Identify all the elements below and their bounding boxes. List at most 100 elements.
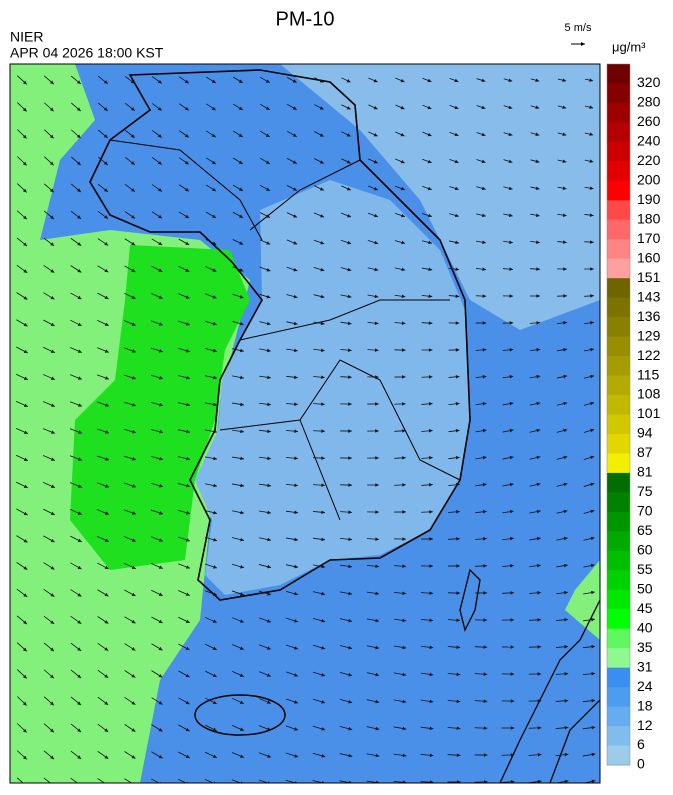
wind-arrow-head: [481, 159, 486, 164]
wind-arrow-head: [239, 268, 244, 272]
wind-arrow-head: [76, 161, 81, 166]
wind-arrow: [16, 777, 24, 783]
wind-arrow-head: [401, 240, 406, 245]
wind-arrow-head: [564, 725, 569, 730]
wind-arrow-head: [23, 457, 28, 461]
legend-label: 50: [637, 580, 653, 596]
wind-arrow-head: [292, 133, 297, 137]
wind-arrow-head: [212, 268, 217, 272]
wind-arrow-head: [483, 509, 487, 514]
wind-arrow-head: [427, 186, 432, 191]
wind-arrow-head: [212, 619, 217, 623]
legend-label: 75: [637, 483, 653, 499]
wind-arrow-head: [213, 429, 217, 434]
wind-arrow-head: [321, 429, 325, 433]
wind-arrow-head: [159, 429, 164, 434]
wind-arrow-head: [509, 374, 514, 379]
legend-swatch: [607, 219, 630, 240]
wind-arrow-head: [103, 80, 108, 84]
wind-arrow-head: [158, 754, 163, 759]
wind-arrow-head: [103, 188, 108, 192]
wind-arrow-head: [130, 161, 135, 165]
wind-arrow-head: [375, 510, 379, 514]
wind-arrow-head: [535, 105, 540, 109]
wind-arrow-head: [375, 402, 379, 406]
wind-arrow-head: [536, 536, 541, 541]
wind-arrow-head: [158, 268, 163, 272]
wind-arrow-head: [482, 321, 487, 325]
wind-arrow-head: [483, 645, 488, 649]
wind-arrow-head: [591, 671, 596, 676]
wind-arrow-head: [591, 725, 596, 730]
wind-arrow-head: [50, 457, 55, 461]
wind-arrow-head: [536, 482, 541, 487]
wind-arrow-head: [401, 267, 406, 272]
wind-arrow-head: [104, 755, 109, 759]
wind-arrow-head: [535, 213, 540, 217]
wind-arrow-head: [455, 428, 460, 433]
wind-arrow-head: [76, 80, 81, 84]
wind-arrow-head: [212, 754, 217, 758]
wind-arrow-head: [104, 674, 109, 678]
wind-arrow-head: [456, 645, 461, 650]
wind-arrow-head: [537, 672, 542, 676]
wind-arrow-head: [348, 726, 353, 731]
wind-arrow-head: [481, 78, 486, 83]
wind-arrow-head: [131, 728, 136, 732]
wind-arrow-head: [50, 295, 55, 300]
wind-arrow-head: [267, 754, 272, 758]
wind-arrow-head: [22, 728, 27, 733]
legend-swatch: [607, 83, 630, 104]
wind-arrow-head: [400, 105, 405, 110]
wind-arrow-head: [348, 483, 352, 487]
wind-arrow-head: [294, 591, 298, 596]
legend-swatch: [607, 297, 630, 318]
wind-arrow-head: [590, 563, 595, 568]
wind-arrow-head: [319, 106, 324, 110]
wind-arrow-head: [130, 80, 135, 84]
wind-arrow-head: [266, 294, 271, 299]
wind-arrow-head: [321, 673, 326, 677]
wind-arrow-head: [76, 188, 81, 193]
wind-arrow-head: [347, 348, 352, 352]
wind-arrow-head: [536, 294, 540, 298]
wind-arrow-head: [23, 566, 28, 570]
wind-arrow-head: [103, 134, 108, 138]
wind-arrow-head: [590, 294, 594, 298]
jeju: [194, 694, 286, 736]
wind-arrow-head: [266, 348, 271, 353]
legend-swatch: [607, 141, 630, 162]
wind-arrow-head: [481, 105, 486, 110]
legend-label: 81: [637, 464, 653, 480]
wind-arrow-head: [186, 511, 190, 515]
wind-arrow-head: [23, 296, 28, 300]
wind-arrow-head: [22, 701, 27, 706]
wind-arrow-head: [132, 457, 137, 461]
wind-arrow-head: [294, 537, 299, 542]
wind-arrow-head: [239, 214, 244, 218]
wind-arrow-head: [375, 591, 380, 596]
wind-arrow-head: [536, 509, 541, 514]
legend-swatch: [607, 570, 630, 591]
wind-arrow-head: [483, 753, 488, 757]
wind-arrow-head: [320, 348, 325, 353]
wind-arrow-head: [265, 160, 270, 164]
wind-arrow-head: [267, 456, 271, 461]
wind-arrow-head: [428, 375, 433, 379]
legend-label: 220: [637, 152, 661, 168]
wind-arrow-head: [321, 646, 325, 650]
wind-arrow-head: [267, 375, 271, 380]
wind-arrow-head: [50, 728, 54, 733]
wind-arrow-head: [77, 322, 82, 326]
wind-arrow-head: [77, 647, 82, 651]
wind-arrow-head: [266, 321, 271, 326]
wind-arrow-head: [23, 539, 28, 543]
wind-arrow-head: [77, 755, 82, 759]
wind-arrow-head: [590, 240, 594, 244]
legend-label: 170: [637, 230, 661, 246]
legend-label: 136: [637, 308, 661, 324]
wind-arrow-head: [321, 375, 325, 379]
wind-arrow-head: [429, 645, 434, 650]
legend-label: 31: [637, 658, 653, 674]
wind-arrow-head: [50, 242, 55, 246]
